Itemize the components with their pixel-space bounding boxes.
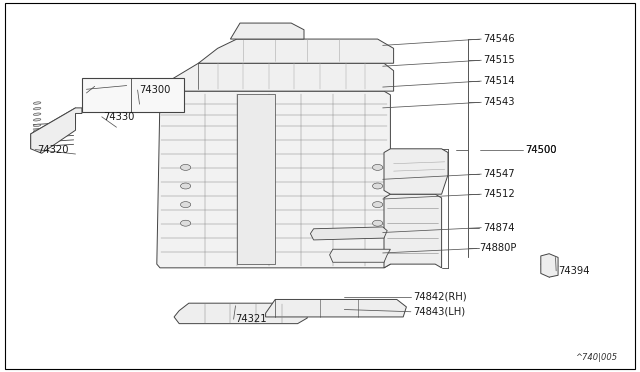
- Ellipse shape: [33, 108, 41, 110]
- Polygon shape: [31, 108, 82, 153]
- Polygon shape: [330, 249, 390, 262]
- Text: 74543: 74543: [483, 97, 515, 107]
- Text: 74547: 74547: [483, 169, 515, 179]
- Text: 74394: 74394: [558, 266, 589, 276]
- Text: 74512: 74512: [483, 189, 515, 199]
- Text: 74842(RH): 74842(RH): [413, 292, 467, 302]
- Ellipse shape: [33, 141, 41, 143]
- Text: 74300: 74300: [140, 85, 171, 95]
- Text: 74514: 74514: [483, 76, 515, 86]
- Text: 74880P: 74880P: [479, 244, 516, 253]
- Text: 74515: 74515: [483, 55, 515, 65]
- Circle shape: [180, 220, 191, 226]
- Text: 74321: 74321: [236, 314, 267, 324]
- Text: 74500: 74500: [525, 145, 556, 154]
- Circle shape: [180, 164, 191, 170]
- Text: 74874: 74874: [483, 223, 515, 232]
- Polygon shape: [157, 91, 390, 268]
- Text: ^740|005: ^740|005: [575, 353, 618, 362]
- Ellipse shape: [33, 124, 41, 126]
- Polygon shape: [174, 303, 307, 324]
- Polygon shape: [541, 254, 558, 277]
- Polygon shape: [310, 227, 387, 240]
- Polygon shape: [198, 39, 394, 63]
- Polygon shape: [384, 149, 448, 194]
- Circle shape: [372, 183, 383, 189]
- Text: 74843(LH): 74843(LH): [413, 307, 465, 317]
- Polygon shape: [237, 94, 275, 264]
- Text: 74546: 74546: [483, 34, 515, 44]
- Circle shape: [180, 202, 191, 208]
- Polygon shape: [82, 78, 184, 112]
- Ellipse shape: [33, 102, 41, 104]
- Ellipse shape: [33, 130, 41, 132]
- Ellipse shape: [33, 135, 41, 138]
- Polygon shape: [157, 63, 394, 91]
- Polygon shape: [384, 194, 442, 268]
- Polygon shape: [266, 299, 406, 317]
- Polygon shape: [31, 108, 76, 149]
- Text: 74500: 74500: [525, 145, 556, 154]
- Circle shape: [372, 164, 383, 170]
- Ellipse shape: [33, 113, 41, 115]
- Text: 74320: 74320: [37, 145, 68, 154]
- Circle shape: [372, 202, 383, 208]
- Ellipse shape: [33, 119, 41, 121]
- Text: 74330: 74330: [104, 112, 135, 122]
- Polygon shape: [230, 23, 304, 39]
- Circle shape: [372, 220, 383, 226]
- Circle shape: [180, 183, 191, 189]
